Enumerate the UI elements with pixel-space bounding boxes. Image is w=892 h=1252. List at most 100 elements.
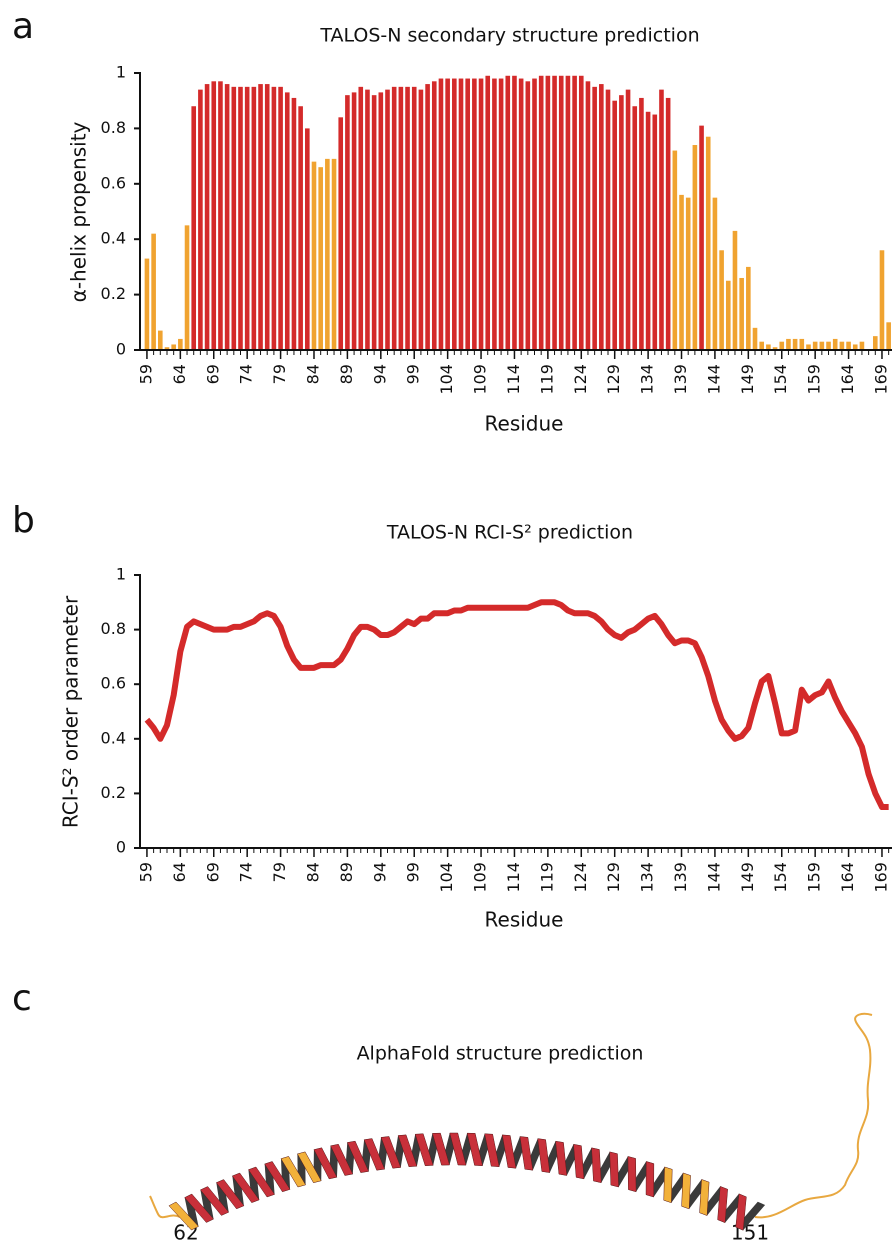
bar <box>211 81 216 350</box>
x-tick-label: 169 <box>871 364 890 395</box>
bar <box>519 79 524 350</box>
chart-title: TALOS-N secondary structure prediction <box>319 25 699 47</box>
bar <box>726 281 731 350</box>
x-tick-label: 84 <box>303 862 322 882</box>
bar <box>278 87 283 350</box>
x-tick-label: 119 <box>537 862 556 893</box>
bar <box>178 339 183 350</box>
bar <box>512 76 517 350</box>
bar <box>659 90 664 350</box>
x-tick-label: 69 <box>203 862 222 882</box>
bar <box>606 90 611 350</box>
x-tick-label: 164 <box>838 364 857 395</box>
bar <box>652 115 657 350</box>
bar <box>713 198 718 350</box>
bar <box>693 145 698 350</box>
panel-label: a <box>12 6 34 47</box>
bar <box>820 342 825 350</box>
bar <box>298 106 303 350</box>
panel-label: c <box>12 978 32 1019</box>
helix-front <box>610 1152 619 1187</box>
bar <box>552 76 557 350</box>
bar <box>539 76 544 350</box>
bar <box>786 339 791 350</box>
page: a b c TALOS-N secondary structure predic… <box>0 0 892 1248</box>
x-tick-label: 159 <box>805 862 824 893</box>
bar <box>592 87 597 350</box>
bar <box>379 92 384 350</box>
coil-tail <box>755 1014 872 1218</box>
x-tick-label: 74 <box>237 364 256 384</box>
bar <box>365 90 370 350</box>
bar <box>492 79 497 350</box>
bar <box>372 95 377 350</box>
chart-title: TALOS-N RCI-S² prediction <box>386 522 633 544</box>
bar <box>739 278 744 350</box>
bar <box>886 322 891 350</box>
x-tick-label: 154 <box>771 862 790 893</box>
y-tick-label: 0.6 <box>101 674 126 693</box>
helix-front <box>574 1144 584 1179</box>
x-tick-label: 119 <box>537 364 556 395</box>
bar <box>225 84 230 350</box>
y-tick-label: 0 <box>116 838 126 857</box>
bar <box>445 79 450 350</box>
bar <box>880 250 885 350</box>
bar <box>793 339 798 350</box>
panel-label: b <box>12 500 35 541</box>
bar <box>619 95 624 350</box>
bar <box>686 198 691 350</box>
bar <box>425 84 430 350</box>
bar <box>719 250 724 350</box>
bar <box>646 112 651 350</box>
bar <box>452 79 457 350</box>
y-tick-label: 0.6 <box>101 173 126 192</box>
bar <box>258 84 263 350</box>
bar <box>432 81 437 350</box>
bar <box>666 98 671 350</box>
helix-front <box>646 1161 654 1197</box>
x-tick-label: 104 <box>437 862 456 893</box>
bar <box>559 76 564 350</box>
bar <box>338 117 343 350</box>
bar <box>566 76 571 350</box>
bar <box>292 98 297 350</box>
x-tick-label: 139 <box>671 364 690 395</box>
bar <box>586 81 591 350</box>
bar <box>679 195 684 350</box>
bar <box>358 87 363 350</box>
y-tick-label: 1 <box>116 565 126 584</box>
bar <box>352 92 357 350</box>
bar <box>205 84 210 350</box>
x-tick-label: 134 <box>638 862 657 893</box>
bar <box>145 259 150 350</box>
x-tick-label: 79 <box>270 862 289 882</box>
bar <box>632 106 637 350</box>
bar <box>572 76 577 350</box>
bar <box>238 87 243 350</box>
x-tick-label: 94 <box>370 862 389 882</box>
x-axis-title: Residue <box>485 908 564 932</box>
y-tick-label: 0.4 <box>101 728 126 747</box>
bar <box>813 342 818 350</box>
bar <box>345 95 350 350</box>
x-tick-label: 99 <box>404 862 423 882</box>
x-tick-label: 159 <box>805 364 824 395</box>
figure: a b c TALOS-N secondary structure predic… <box>0 0 892 1248</box>
x-tick-label: 79 <box>270 364 289 384</box>
bar <box>318 167 323 350</box>
helix-front <box>682 1173 691 1209</box>
bar <box>599 84 604 350</box>
bar <box>305 128 310 350</box>
x-tick-label: 114 <box>504 862 523 893</box>
bar <box>532 79 537 350</box>
x-tick-label: 144 <box>704 862 723 893</box>
bar <box>873 336 878 350</box>
bar <box>218 81 223 350</box>
x-tick-label: 164 <box>838 862 857 893</box>
x-tick-label: 74 <box>237 862 256 882</box>
bar <box>312 162 317 350</box>
bar <box>699 126 704 350</box>
x-tick-label: 89 <box>337 364 356 384</box>
bar <box>479 79 484 350</box>
